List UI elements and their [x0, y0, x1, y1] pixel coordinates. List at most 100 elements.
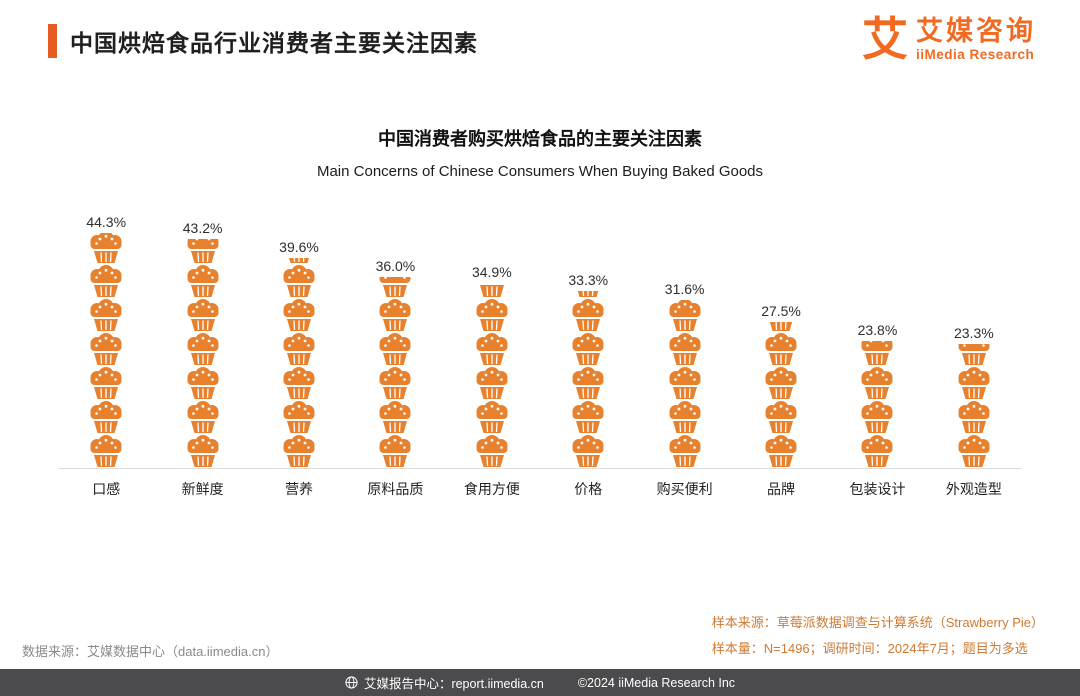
globe-icon	[345, 676, 358, 689]
muffin-icon	[769, 321, 793, 331]
muffin-icon	[669, 400, 701, 433]
muffin-icon	[289, 257, 309, 263]
pictogram-bar	[663, 300, 707, 467]
chart-subtitle: Main Concerns of Chinese Consumers When …	[316, 162, 764, 180]
muffin-icon	[90, 400, 122, 433]
muffin-icon	[187, 238, 219, 263]
muffin-icon	[283, 332, 315, 365]
muffin-icon	[283, 264, 315, 297]
chart-title: 中国消费者购买烘焙食品的主要关注因素	[378, 128, 702, 149]
category-label: 外观造型	[945, 480, 1002, 497]
muffin-icon	[90, 264, 122, 297]
value-label: 44.3%	[86, 213, 127, 230]
chart-column: 23.3%	[926, 325, 1022, 467]
category-label: 原料品质	[367, 480, 424, 497]
muffin-icon	[379, 332, 411, 365]
footnote-sample-block: 样本来源：草莓派数据调查与计算系统（Strawberry Pie） 样本量：N=…	[712, 610, 1044, 662]
logo-brand-cn: 艾媒咨询	[916, 16, 1036, 46]
muffin-icon	[958, 344, 990, 365]
muffin-icon	[765, 434, 797, 467]
category-label: 食用方便	[463, 480, 520, 497]
pictogram-bar	[566, 291, 610, 467]
pictogram-bar	[952, 344, 996, 467]
footnote-sample-info: 样本量：N=1496；调研时间：2024年7月；题目为多选	[711, 641, 1028, 656]
muffin-icon	[669, 366, 701, 399]
header: 中国烘焙食品行业消费者主要关注因素 艾 艾媒咨询 iiMedia Researc…	[0, 0, 1080, 63]
pictogram-bar	[277, 257, 321, 468]
pictogram-bar	[373, 276, 417, 468]
muffin-icon	[479, 284, 504, 297]
muffin-icon	[765, 366, 797, 399]
logo-brand-en: iiMedia Research	[916, 47, 1035, 63]
muffin-icon	[187, 264, 219, 297]
footer-bar: 艾媒报告中心：report.iimedia.cn ©2024 iiMedia R…	[0, 669, 1080, 696]
muffin-icon	[379, 434, 411, 467]
muffin-icon	[283, 434, 315, 467]
muffin-icon	[90, 232, 122, 263]
muffin-icon	[958, 434, 990, 467]
footer-report-center-item: 艾媒报告中心：report.iimedia.cn	[345, 673, 544, 692]
pictogram-bar	[855, 341, 899, 467]
value-label: 36.0%	[375, 257, 416, 274]
muffin-icon	[379, 400, 411, 433]
muffin-icon	[669, 332, 701, 365]
muffin-icon	[379, 298, 411, 331]
muffin-icon	[476, 366, 508, 399]
muffin-icon	[476, 298, 508, 331]
muffin-icon	[90, 332, 122, 365]
muffin-icon	[958, 366, 990, 399]
muffin-icon	[669, 300, 701, 331]
chart-column: 34.9%	[444, 264, 540, 468]
muffin-icon	[861, 400, 893, 433]
category-label: 购买便利	[656, 480, 713, 497]
muffin-icon	[572, 366, 604, 399]
muffin-icon	[187, 366, 219, 399]
muffin-icon	[572, 400, 604, 433]
muffin-icon	[283, 400, 315, 433]
value-label: 33.3%	[568, 272, 609, 289]
muffin-icon	[765, 400, 797, 433]
muffin-icon	[90, 366, 122, 399]
muffin-icon	[572, 298, 604, 331]
value-label: 31.6%	[664, 281, 705, 298]
pictogram-bar	[759, 321, 803, 468]
chart-column: 44.3%	[58, 214, 154, 468]
muffin-icon	[476, 332, 508, 365]
chart-column: 33.3%	[540, 272, 636, 467]
value-label: 23.8%	[857, 322, 898, 339]
muffin-icon	[572, 332, 604, 365]
muffin-icon	[90, 298, 122, 331]
bar-chart: 44.3% 43.2% 39.6% 36.0% 34.9% 33.3% 31.6% 27.5%…	[58, 206, 1022, 469]
pictogram-bar	[470, 283, 514, 468]
value-label: 23.3%	[954, 325, 994, 342]
footer-report-center: 艾媒报告中心：report.iimedia.cn	[363, 677, 544, 691]
footnote-sample-source: 样本来源：草莓派数据调查与计算系统（Strawberry Pie）	[711, 615, 1044, 630]
muffin-icon	[765, 332, 797, 365]
category-axis: 口感 新鲜度 营养 原料品质 食用方便 价格 购买便利 品牌 包装设计 外观造型	[58, 469, 1022, 499]
category-label: 品牌	[767, 480, 796, 497]
muffin-icon	[90, 434, 122, 467]
pictogram-bar	[181, 238, 225, 468]
iimedia-logo: 艾 艾媒咨询 iiMedia Research	[862, 16, 1036, 63]
chart-column: 27.5%	[733, 303, 829, 468]
category-label: 口感	[92, 480, 121, 497]
chart-column: 43.2%	[154, 220, 250, 468]
category-label: 营养	[285, 480, 314, 497]
accent-bar	[48, 24, 57, 58]
muffin-icon	[476, 434, 508, 467]
muffin-icon	[379, 366, 411, 399]
category-label: 包装设计	[849, 480, 906, 497]
muffin-icon	[187, 400, 219, 433]
muffin-icon	[572, 434, 604, 467]
value-label: 34.9%	[471, 263, 512, 280]
muffin-icon	[283, 298, 315, 331]
muffin-icon	[476, 400, 508, 433]
muffin-icon	[861, 341, 893, 365]
muffin-icon	[861, 434, 893, 467]
muffin-icon	[379, 276, 411, 297]
pictogram-bar	[84, 232, 128, 468]
chart-column: 39.6%	[251, 239, 347, 468]
muffin-icon	[669, 434, 701, 467]
chart-column: 31.6%	[636, 281, 732, 467]
